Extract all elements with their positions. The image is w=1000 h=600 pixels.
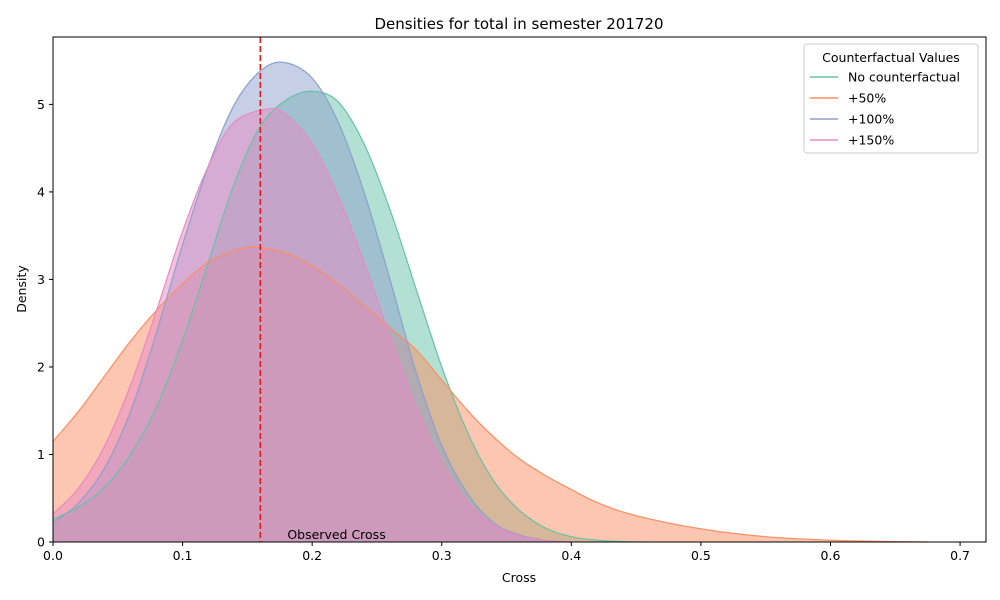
legend-items: No counterfactual +50% +100% +150% [810,70,960,148]
x-tick-label: 0.5 [691,548,711,563]
x-tick-label: 0.6 [821,548,841,563]
density-areas [53,62,928,543]
x-axis-ticks: 0.0 0.1 0.2 0.3 0.4 0.5 0.6 0.7 [43,542,970,563]
x-tick-label: 0.0 [43,548,63,563]
density-area-4 [53,108,572,543]
plot-frame [52,36,987,543]
y-tick-label: 5 [37,97,45,112]
density-line-2 [52,246,928,543]
observed-cross-marker: Observed Cross [259,37,386,542]
y-tick-label: 4 [37,184,45,199]
density-line-1 [52,90,650,543]
legend-label-1: No counterfactual [848,70,960,85]
x-tick-label: 0.1 [173,548,193,563]
chart-title: Densities for total in semester 201720 [374,15,663,33]
legend-label-4: +150% [848,133,894,148]
legend-title: Counterfactual Values [822,50,960,65]
x-tick-label: 0.3 [432,548,452,563]
y-tick-label: 1 [37,447,45,462]
x-axis-label: Cross [502,570,536,585]
x-tick-label: 0.4 [561,548,581,563]
y-tick-label: 3 [37,272,45,287]
y-axis-label: Density [14,265,29,313]
x-tick-label: 0.2 [302,548,322,563]
density-line-4 [52,107,572,543]
observed-cross-label: Observed Cross [287,527,385,542]
density-line-3 [52,61,572,543]
y-tick-label: 2 [37,359,45,374]
legend-box [803,43,979,154]
density-lines [52,61,928,543]
y-axis-ticks: 0 1 2 3 4 5 [37,97,53,550]
legend-label-2: +50% [848,91,886,106]
legend: Counterfactual Values No counterfactual +… [803,43,979,154]
legend-label-3: +100% [848,112,894,127]
y-tick-label: 0 [37,535,45,550]
x-tick-label: 0.7 [950,548,970,563]
